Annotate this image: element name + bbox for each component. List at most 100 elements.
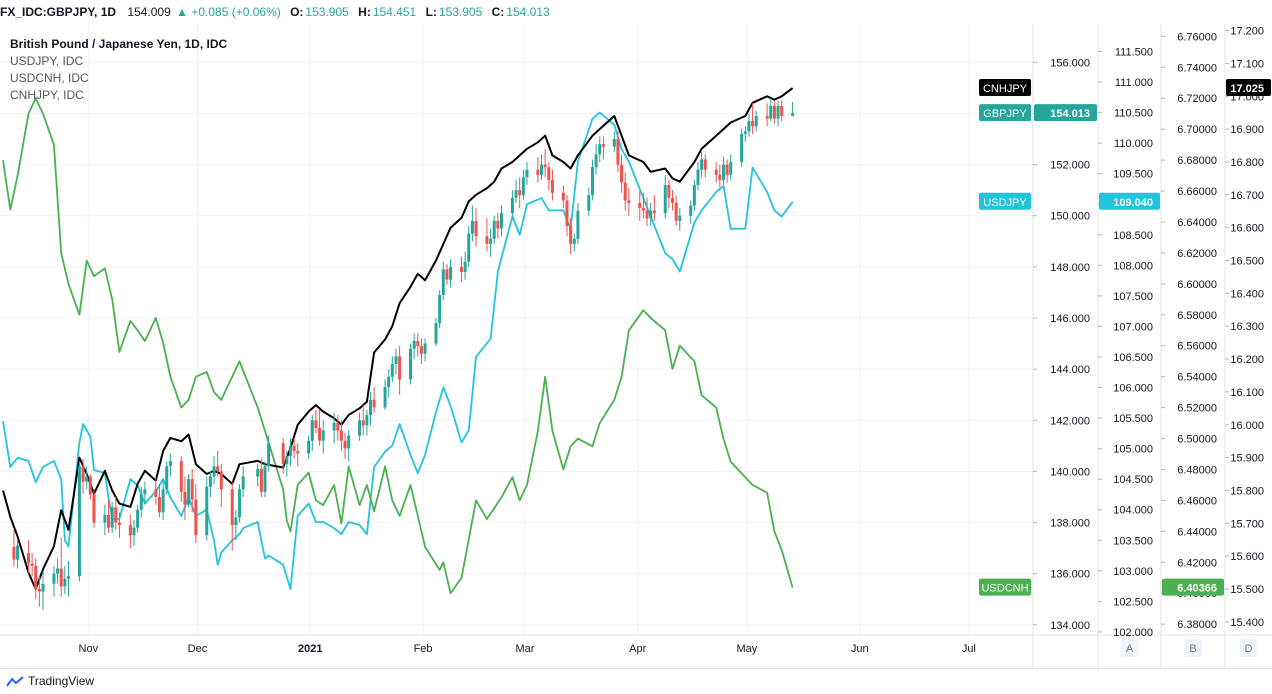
candle-body: [256, 468, 260, 477]
time-axis-label: Feb: [414, 643, 433, 655]
time-axis-label: Nov: [79, 643, 99, 655]
price-tag-name: USDJPY: [983, 197, 1027, 209]
candle-body: [358, 420, 362, 436]
candle-body: [110, 507, 114, 528]
candle-body: [518, 190, 522, 196]
legend-item-cnhjpy[interactable]: CNHJPY, IDC: [10, 88, 84, 102]
candle-body: [470, 220, 474, 234]
legend-item-usdcnh[interactable]: USDCNH, IDC: [10, 71, 89, 85]
open-value: 153.905: [305, 5, 349, 19]
candle-body: [521, 177, 525, 196]
price-axis-tick-label: 6.64000: [1177, 217, 1217, 229]
candle-body: [700, 159, 704, 170]
price-axis-tick-label: 16.500: [1230, 256, 1264, 268]
price-axis-tick-label: 148.000: [1050, 262, 1090, 274]
candle-body: [165, 466, 169, 490]
candle-body: [423, 343, 427, 354]
candle-body: [438, 294, 442, 324]
price-axis-tick-label: 104.500: [1113, 474, 1153, 486]
candle-body: [620, 164, 624, 183]
candle-body: [550, 179, 554, 193]
candle-body: [394, 356, 398, 365]
candle-body: [772, 105, 776, 119]
price-axis-tick-label: 16.200: [1230, 354, 1264, 366]
candle-body: [416, 341, 420, 347]
candle-body: [216, 466, 220, 472]
candle-body: [419, 346, 423, 354]
candle-body: [230, 489, 234, 526]
candle-body: [569, 225, 573, 244]
candle-body: [194, 499, 198, 536]
high-value: 154.451: [372, 5, 417, 19]
candle-body: [92, 494, 96, 523]
price-tag-value: 6.40366: [1177, 583, 1217, 595]
candle-body: [776, 105, 780, 119]
time-axis-label: Apr: [629, 643, 646, 655]
candle-body: [208, 476, 212, 487]
price-axis-tick-label: 6.38000: [1177, 619, 1217, 631]
legend-item-gbpjpy[interactable]: British Pound / Japanese Yen, 1D, IDC: [10, 37, 228, 51]
candle-body: [652, 210, 656, 214]
price-tag-value-box: [1162, 578, 1224, 596]
candle-body: [314, 420, 318, 428]
candle-body: [449, 266, 453, 280]
symbol-name[interactable]: FX_IDC:GBPJPY, 1D: [0, 5, 117, 19]
time-axis-label: Jun: [851, 643, 869, 655]
candle-body: [590, 167, 594, 196]
series-legend: British Pound / Japanese Yen, 1D, IDC US…: [10, 36, 227, 104]
series-line-usdjpy: [2, 111, 794, 591]
price-axis-tick-label: 6.46000: [1177, 495, 1217, 507]
series-line-cnhjpy: [2, 87, 794, 590]
candle-body: [769, 105, 773, 119]
candle-body: [463, 261, 467, 272]
candle-body: [139, 494, 143, 510]
scale-letter-label: D: [1245, 643, 1253, 655]
candle-body: [241, 476, 245, 490]
candle-body: [492, 220, 496, 239]
price-axis-tick-label: 106.500: [1113, 352, 1153, 364]
price-axis-tick-label: 110.500: [1114, 108, 1153, 120]
candle-body: [474, 220, 478, 237]
time-axis-label: Jul: [962, 643, 976, 655]
candle-body: [678, 215, 682, 221]
candle-body: [445, 269, 449, 280]
candle-body: [627, 200, 631, 203]
candle-body: [259, 468, 263, 492]
candle-body: [34, 565, 38, 589]
price-axis-tick-label: 6.56000: [1177, 341, 1217, 353]
candle-body: [365, 415, 369, 426]
price-axis-tick-label: 6.50000: [1177, 434, 1217, 446]
price-axis-tick-label: 6.54000: [1177, 372, 1217, 384]
candle-body: [383, 387, 387, 408]
price-axis-tick-label: 104.000: [1113, 505, 1153, 517]
time-axis-label: 2021: [298, 643, 322, 655]
price-axis-tick-label: 15.400: [1230, 617, 1264, 629]
scale-letter-label: B: [1189, 643, 1196, 655]
candle-body: [489, 238, 493, 244]
price-axis-tick-label: 16.700: [1230, 190, 1264, 202]
time-axis-label: Dec: [188, 643, 208, 655]
candle-body: [714, 169, 718, 175]
candle-body: [496, 220, 500, 229]
price-axis-tick-label: 17.200: [1230, 26, 1264, 38]
price-axis-tick-label: 110.000: [1114, 138, 1153, 150]
candle-body: [81, 466, 85, 482]
candle-body: [132, 527, 136, 536]
price-axis-tick-label: 136.000: [1050, 569, 1090, 581]
price-axis-tick-label: 15.500: [1230, 584, 1264, 596]
price-axis-tick-label: 103.000: [1113, 566, 1153, 578]
candle-body: [412, 341, 416, 349]
price-axis-tick-label: 102.500: [1113, 596, 1153, 608]
chart-canvas[interactable]: 156.000154.000152.000150.000148.000146.0…: [0, 24, 1272, 668]
candle-body: [598, 144, 602, 155]
scale-letter-box: [1184, 639, 1202, 657]
legend-item-usdjpy[interactable]: USDJPY, IDC: [10, 54, 84, 68]
candle-body: [696, 169, 700, 186]
candle-body: [765, 116, 769, 119]
price-axis-tick-label: 6.76000: [1177, 31, 1217, 43]
candle-body: [267, 443, 271, 467]
price-axis-tick-label: 6.52000: [1177, 403, 1217, 415]
tradingview-logo[interactable]: TradingView: [6, 674, 94, 688]
price-axis-tick-label: 111.500: [1115, 46, 1153, 58]
candle-body: [689, 205, 693, 216]
